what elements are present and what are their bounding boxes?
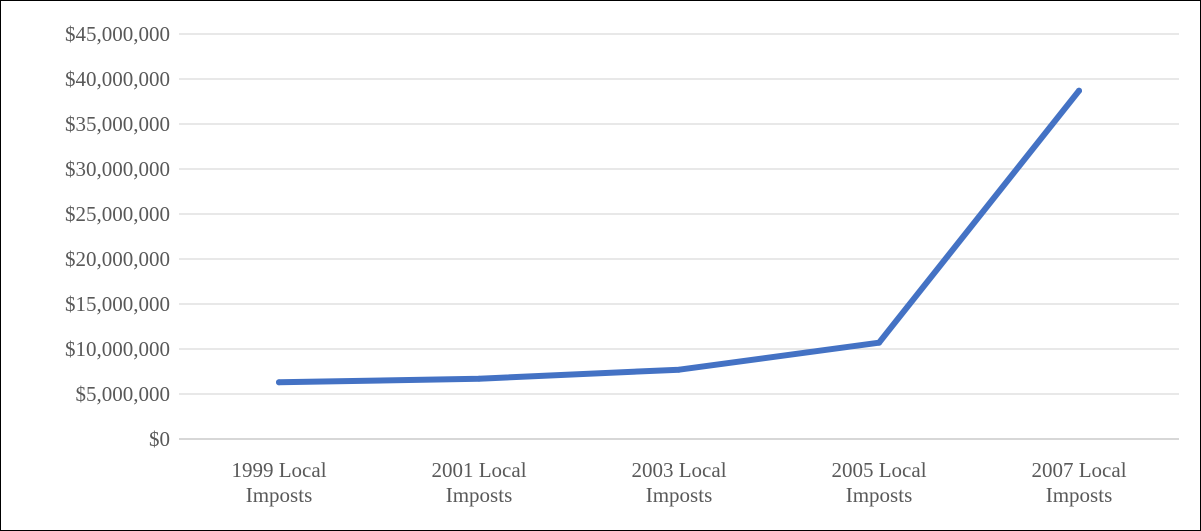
y-tick-label: $35,000,000 <box>65 112 170 136</box>
x-tick-label: 2003 Local Imposts <box>631 458 726 507</box>
x-tick-label: 2007 Local Imposts <box>1031 458 1126 507</box>
y-tick-label: $15,000,000 <box>65 292 170 316</box>
y-axis: $0 $5,000,000 $10,000,000 $15,000,000 $20,00… <box>65 22 170 451</box>
x-tick-label: 2001 Local Imposts <box>431 458 526 507</box>
y-tick-label: $10,000,000 <box>65 337 170 361</box>
y-tick-label: $40,000,000 <box>65 67 170 91</box>
y-tick-label: $25,000,000 <box>65 202 170 226</box>
y-tick-label: $5,000,000 <box>76 382 171 406</box>
x-tick-label: 1999 Local Imposts <box>231 458 326 507</box>
data-point <box>676 366 682 373</box>
data-point <box>876 339 882 346</box>
data-point <box>1076 87 1082 94</box>
y-tick-label: $0 <box>149 427 170 451</box>
x-axis: 1999 Local Imposts 2001 Local Imposts 2003 L… <box>231 458 1126 507</box>
gridlines <box>179 33 1179 440</box>
series-line <box>276 87 1082 386</box>
y-tick-label: $20,000,000 <box>65 247 170 271</box>
y-tick-label: $45,000,000 <box>65 22 170 46</box>
x-tick-label: 2005 Local Imposts <box>831 458 926 507</box>
data-point <box>476 375 482 382</box>
y-tick-label: $30,000,000 <box>65 157 170 181</box>
series-layer <box>276 87 1082 386</box>
data-point <box>276 379 282 386</box>
